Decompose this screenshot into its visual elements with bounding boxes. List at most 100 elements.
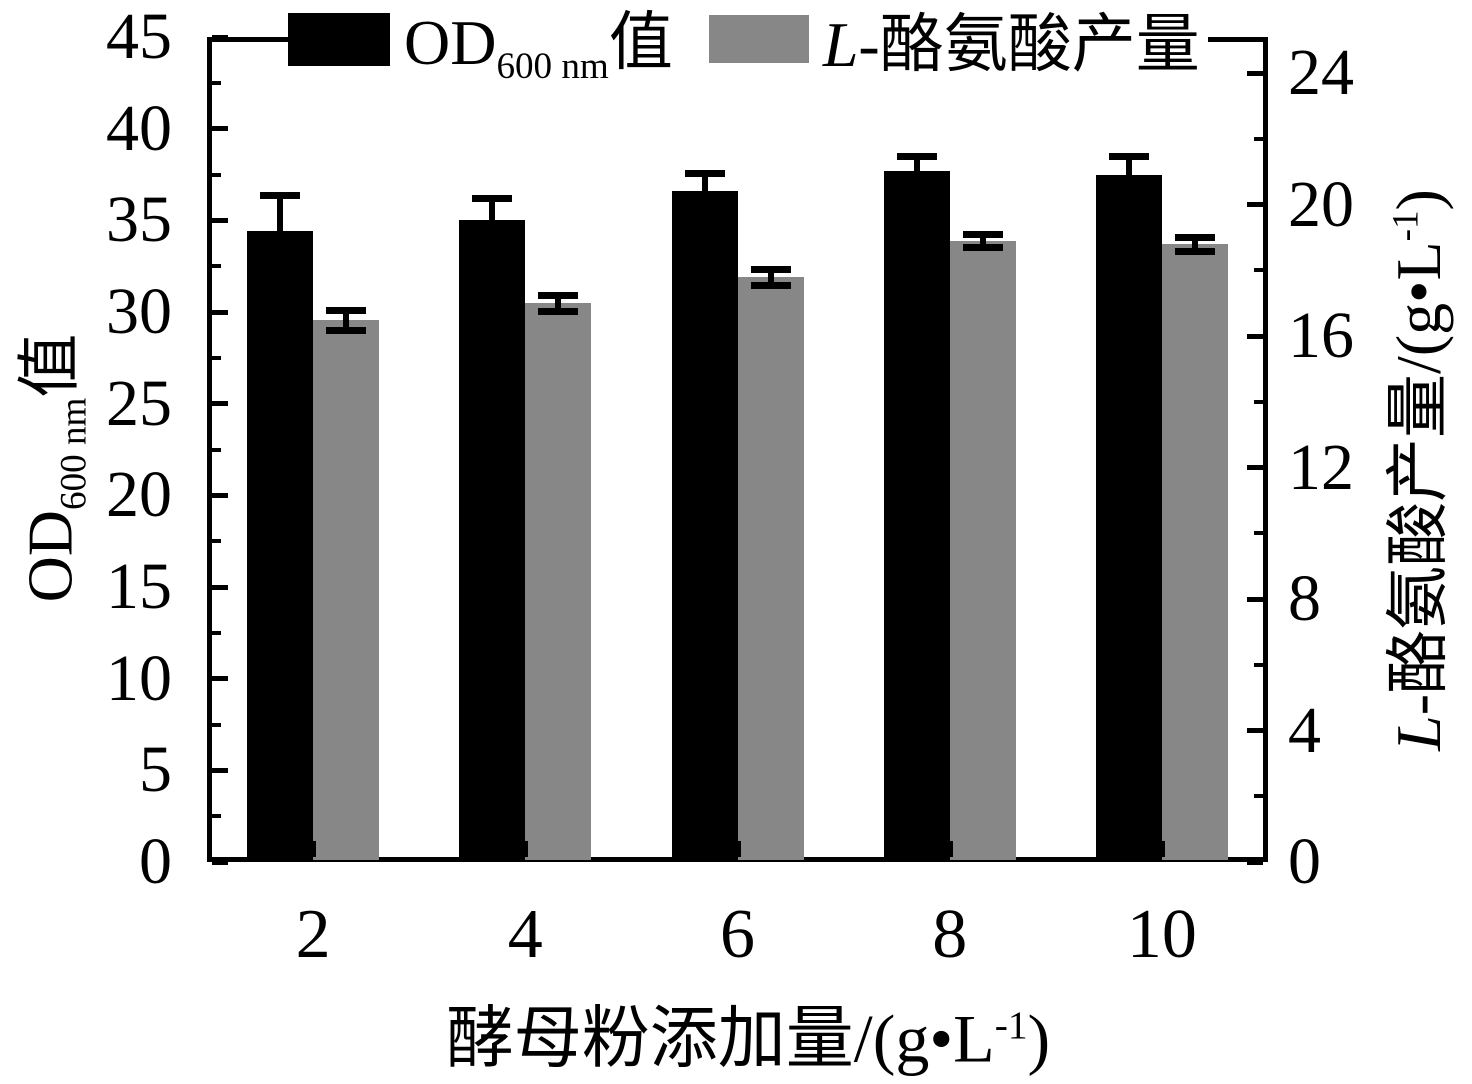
bar-tyrosine-8	[949, 240, 1016, 860]
left-axis-tick-label: 45	[106, 0, 172, 73]
legend-label-tyrosine: L-酪氨酸产量	[822, 9, 1200, 80]
x-axis-tick	[522, 841, 529, 857]
errorbar-tyrosine-stem	[1191, 237, 1198, 251]
bar-od-2	[247, 231, 314, 860]
bar-od-8	[883, 170, 950, 860]
left-axis-tick-label: 5	[139, 733, 172, 807]
left-axis-tick-label: 35	[106, 183, 172, 257]
bar-tyrosine-2	[313, 319, 380, 860]
right-axis-major-tick	[1247, 859, 1263, 865]
x-axis-tick-label: 8	[932, 896, 968, 973]
x-axis-tick-label: 6	[720, 896, 755, 973]
left-axis-major-tick	[212, 217, 228, 223]
right-axis-minor-tick	[1254, 268, 1263, 273]
right-axis-minor-tick	[1254, 136, 1263, 141]
right-axis-tick-label: 4	[1288, 693, 1321, 767]
bar-tyrosine-4	[525, 303, 592, 860]
left-axis-minor-tick	[212, 355, 221, 360]
right-axis-tick-label: 16	[1288, 299, 1354, 373]
errorbar-tyrosine-cap-top	[750, 265, 791, 273]
bar-od-4	[459, 220, 526, 860]
right-axis-tick-label: 24	[1288, 36, 1354, 110]
left-axis-minor-tick	[212, 630, 221, 635]
errorbar-tyrosine-stem	[555, 295, 562, 312]
left-axis-major-tick	[212, 492, 228, 498]
x-axis-tick-label: 2	[295, 896, 331, 973]
bar-tyrosine-6	[737, 276, 804, 860]
left-axis-minor-tick	[212, 264, 221, 269]
errorbar-tyrosine-cap-bottom	[750, 282, 791, 290]
left-axis-major-tick	[212, 34, 228, 40]
errorbar-tyrosine-cap-top	[538, 292, 579, 300]
errorbar-tyrosine-cap-bottom	[538, 308, 579, 316]
x-axis-tick	[310, 841, 317, 857]
x-axis-tick	[1158, 841, 1165, 857]
errorbar-od-cap	[896, 153, 937, 161]
x-axis-tick	[946, 841, 953, 857]
bar-od-10	[1095, 174, 1162, 860]
x-axis-tick-label: 10	[1126, 896, 1197, 973]
left-axis-tick-label: 25	[106, 366, 172, 440]
left-axis-minor-tick	[212, 447, 221, 452]
right-axis-tick-label: 8	[1288, 562, 1321, 636]
errorbar-od-cap	[1108, 153, 1149, 161]
right-axis-minor-tick	[1254, 662, 1263, 667]
right-axis-major-tick	[1247, 728, 1263, 734]
x-axis-tick	[734, 841, 741, 857]
right-axis-title: L-酪氨酸产量/(g•L-1)	[1383, 189, 1454, 751]
x-axis-title: 酵母粉添加量/(g•L-1)	[445, 1000, 1051, 1077]
left-axis-tick-label: 10	[106, 641, 172, 715]
left-axis-minor-tick	[212, 539, 221, 544]
right-axis-minor-tick	[1254, 794, 1263, 799]
left-axis-minor-tick	[212, 722, 221, 727]
errorbar-od-stem	[489, 198, 496, 223]
left-axis-major-tick	[212, 309, 228, 315]
left-axis-tick-label: 0	[139, 825, 172, 898]
legend-swatch-tyrosine	[708, 15, 809, 63]
left-axis-tick-label: 30	[106, 275, 172, 348]
right-axis-major-tick	[1247, 70, 1263, 76]
left-axis-major-tick	[212, 584, 228, 590]
x-axis-tick-label: 4	[507, 896, 543, 973]
left-axis-minor-tick	[212, 814, 221, 819]
errorbar-tyrosine-cap-top	[1174, 234, 1215, 242]
left-axis-minor-tick	[212, 80, 221, 85]
bar-od-6	[671, 191, 738, 860]
legend: OD600 nm值 L-酪氨酸产量	[288, 2, 1208, 86]
left-axis-major-tick	[212, 859, 228, 865]
errorbar-tyrosine-stem	[979, 234, 986, 248]
right-axis-major-tick	[1247, 333, 1263, 339]
left-axis-minor-tick	[212, 172, 221, 177]
left-axis-tick-label: 15	[106, 550, 172, 623]
errorbar-tyrosine-cap-bottom	[962, 244, 1003, 252]
errorbar-od-cap	[260, 191, 301, 199]
right-axis-minor-tick	[1254, 399, 1263, 404]
errorbar-od-stem	[277, 194, 284, 234]
errorbar-od-stem	[1125, 156, 1132, 177]
left-axis-major-tick	[212, 676, 228, 682]
right-axis-major-tick	[1247, 202, 1263, 208]
errorbar-tyrosine-stem	[343, 309, 350, 330]
legend-swatch-od	[288, 12, 390, 66]
errorbar-od-cap	[684, 169, 725, 177]
left-axis-major-tick	[212, 401, 228, 407]
errorbar-od-cap	[472, 195, 513, 203]
bar-tyrosine-10	[1161, 244, 1228, 860]
right-axis-major-tick	[1247, 465, 1263, 471]
errorbar-od-stem	[701, 172, 708, 193]
right-axis-minor-tick	[1254, 531, 1263, 536]
right-axis-tick-label: 12	[1288, 430, 1354, 504]
errorbar-od-stem	[913, 156, 920, 173]
errorbar-tyrosine-cap-top	[962, 231, 1003, 239]
left-axis-tick-label: 40	[106, 91, 172, 165]
right-axis-tick-label: 0	[1288, 825, 1321, 898]
left-axis-major-tick	[212, 126, 228, 132]
errorbar-tyrosine-cap-bottom	[326, 326, 367, 334]
errorbar-tyrosine-cap-bottom	[1174, 247, 1215, 255]
right-axis-major-tick	[1247, 596, 1263, 602]
errorbar-tyrosine-stem	[767, 268, 774, 286]
right-axis-tick-label: 20	[1288, 167, 1354, 241]
legend-label-od: OD600 nm值	[404, 6, 673, 87]
errorbar-tyrosine-cap-top	[326, 306, 367, 314]
